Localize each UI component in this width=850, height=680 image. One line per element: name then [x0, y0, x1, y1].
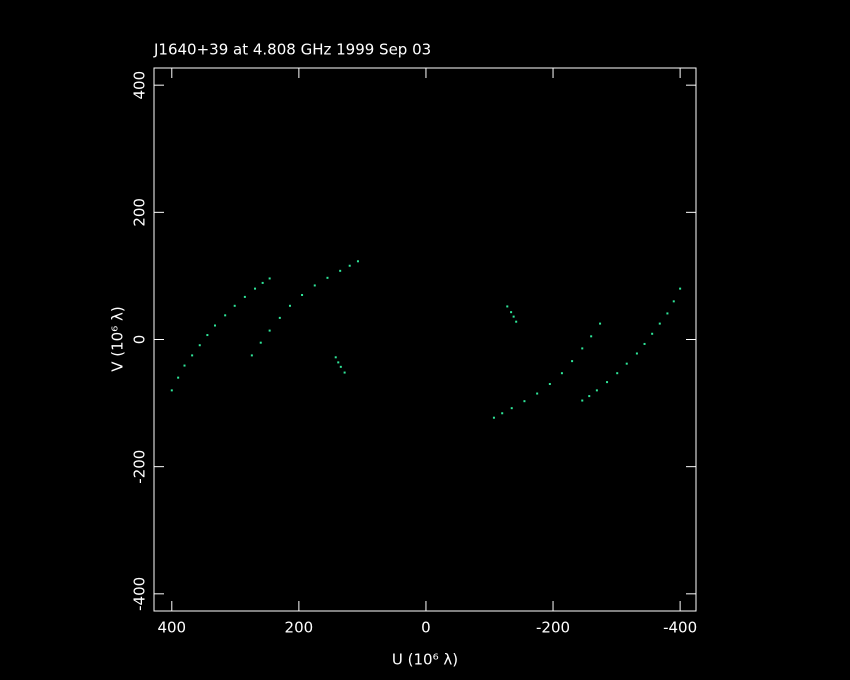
y-tick-label: 400 — [131, 71, 149, 100]
uv-point — [224, 314, 227, 317]
uv-point — [492, 416, 495, 419]
uv-point — [581, 347, 584, 350]
uv-point — [588, 395, 591, 398]
uv-point — [643, 342, 646, 345]
uv-point — [523, 400, 526, 403]
x-tick-label: 0 — [421, 619, 431, 637]
uv-point — [301, 293, 304, 296]
uv-point — [243, 295, 246, 298]
x-tick-label: 200 — [285, 619, 314, 637]
uv-point — [254, 287, 257, 290]
uv-point — [191, 354, 194, 357]
x-tick-label: 400 — [157, 619, 186, 637]
uv-point — [343, 371, 346, 374]
uv-point — [337, 361, 340, 364]
uv-point — [595, 389, 598, 392]
uv-point — [590, 335, 593, 338]
uv-point — [679, 287, 682, 290]
uv-point — [571, 360, 574, 363]
uv-point — [177, 376, 180, 379]
uv-point — [635, 352, 638, 355]
uv-point — [326, 276, 329, 279]
uv-point — [515, 320, 518, 323]
uv-point — [599, 322, 602, 325]
uv-point — [261, 281, 264, 284]
y-tick-label: 200 — [131, 198, 149, 227]
y-tick-label: -400 — [131, 577, 149, 611]
uv-point — [510, 407, 513, 410]
y-tick-label: 0 — [131, 335, 149, 345]
uv-point — [170, 389, 173, 392]
uv-point — [206, 334, 209, 337]
uv-point — [666, 312, 669, 315]
uv-point — [506, 305, 509, 308]
uv-point — [250, 354, 253, 357]
uv-point — [536, 392, 539, 395]
uv-point — [268, 277, 271, 280]
uv-point — [339, 269, 342, 272]
uv-point — [268, 329, 271, 332]
uv-point — [658, 322, 661, 325]
uv-point — [581, 399, 584, 402]
uv-point — [278, 316, 281, 319]
x-tick-label: -400 — [663, 619, 697, 637]
uv-point — [183, 364, 186, 367]
uv-point — [213, 324, 216, 327]
uv-point — [548, 383, 551, 386]
uv-point — [288, 304, 291, 307]
uv-point — [510, 311, 513, 314]
uv-point — [348, 264, 351, 267]
uv-point — [512, 315, 515, 318]
uv-point — [233, 304, 236, 307]
uv-point — [356, 260, 359, 263]
uv-point — [672, 300, 675, 303]
plot-frame — [153, 67, 697, 612]
y-axis-label: V (10⁶ λ) — [109, 306, 127, 371]
uv-point — [616, 372, 619, 375]
uv-point — [339, 365, 342, 368]
x-tick-label: -200 — [536, 619, 570, 637]
uv-point — [501, 412, 504, 415]
y-tick-label: -200 — [131, 450, 149, 484]
uv-point — [560, 372, 563, 375]
uv-point — [625, 362, 628, 365]
uv-point — [313, 284, 316, 287]
uv-point — [334, 356, 337, 359]
x-axis-label: U (10⁶ λ) — [392, 651, 458, 669]
uv-point — [198, 344, 201, 347]
uv-point — [651, 332, 654, 335]
uv-point — [259, 341, 262, 344]
chart-title: J1640+39 at 4.808 GHz 1999 Sep 03 — [153, 41, 431, 59]
uv-point — [606, 381, 609, 384]
